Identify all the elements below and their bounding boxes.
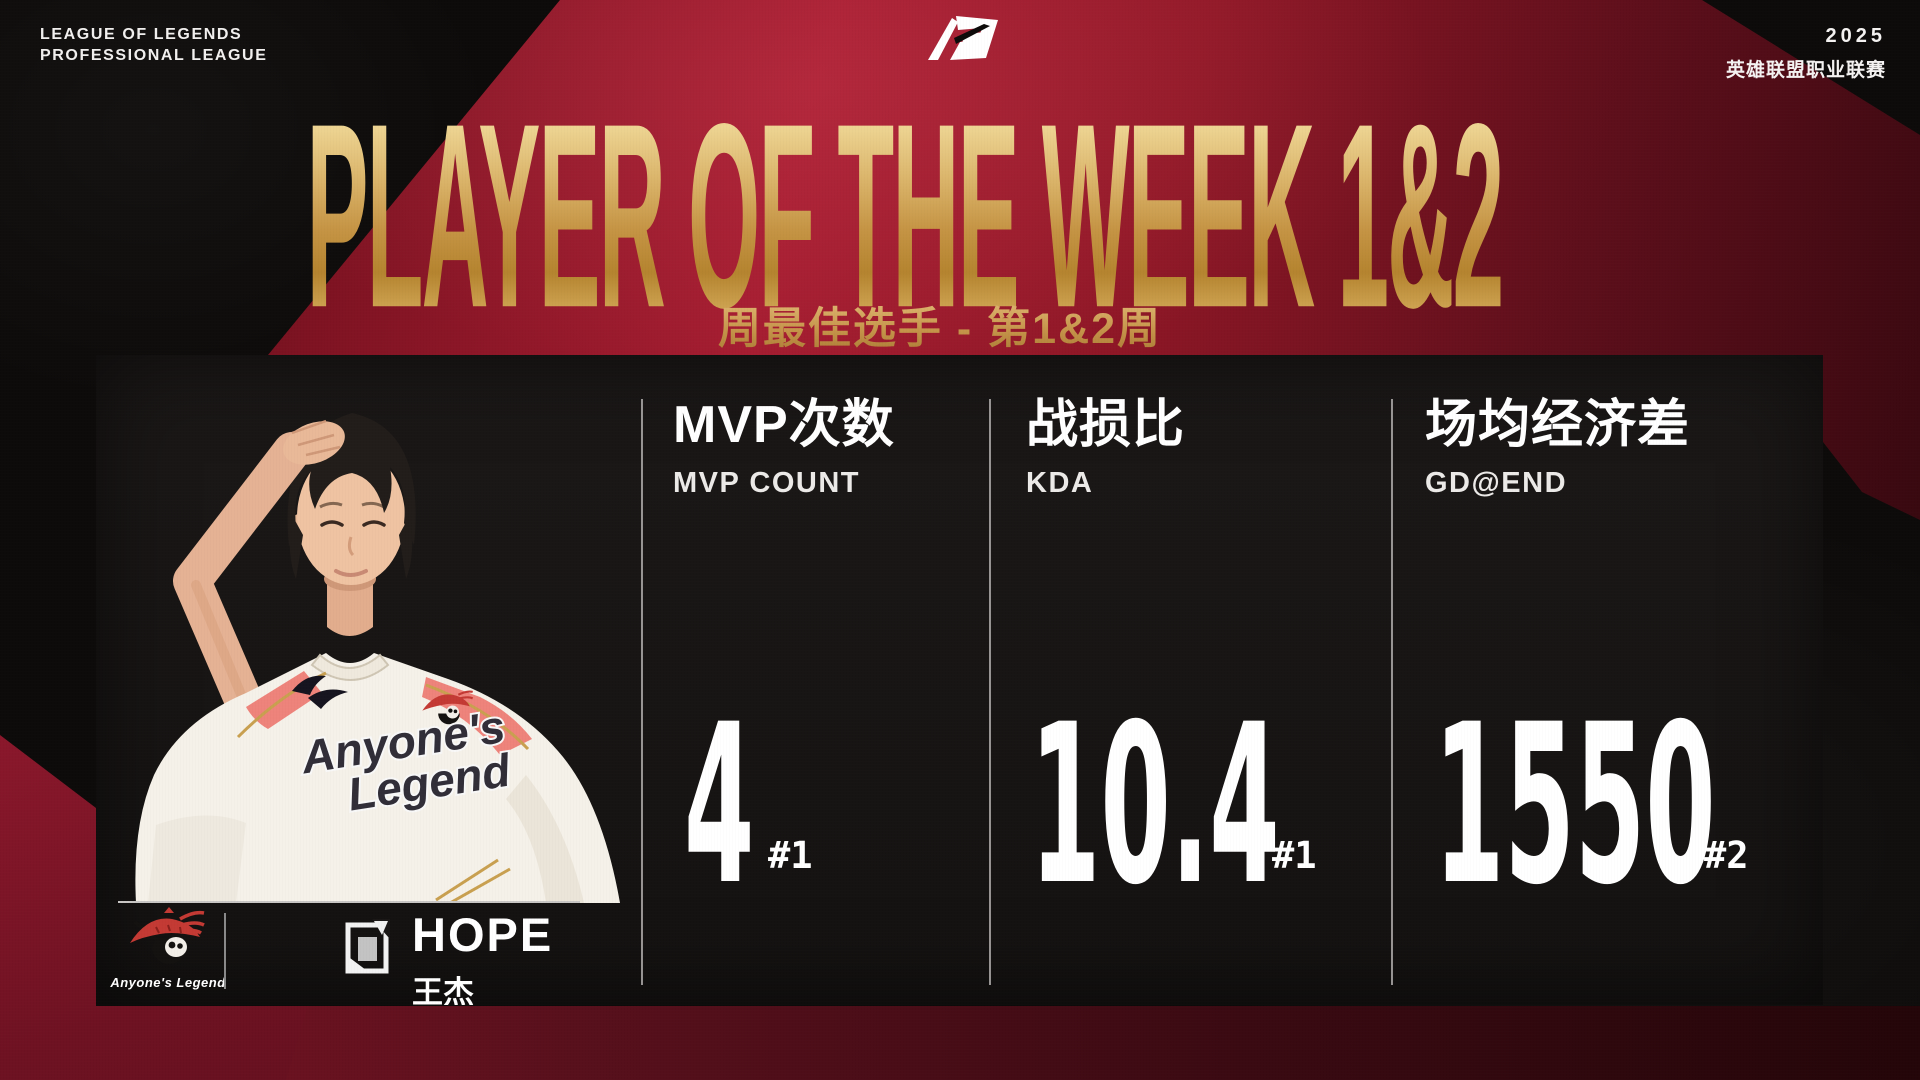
player-name-block: HOPE 王杰 <box>412 911 553 1005</box>
title-wrap: PLAYER OF THE WEEK 1&2 <box>0 84 1860 347</box>
stat-mvp-rank: #1 <box>768 834 813 877</box>
stat-mvp-header: MVP次数 MVP COUNT <box>673 396 895 500</box>
league-cn-label: 英雄联盟职业联赛 <box>1725 60 1886 81</box>
divider-1 <box>641 399 643 985</box>
stat-kda-header: 战损比 KDA <box>1026 396 1186 500</box>
stats-panel: Anyone's Legend MVP次数 MVP COUNT 4 #1 战损比… <box>96 355 1823 1005</box>
stat-mvp-label-cn: MVP次数 <box>673 396 895 454</box>
player-gamertag: HOPE <box>412 908 554 961</box>
stat-gd-rank: #2 <box>1704 834 1749 877</box>
league-right-block: 2025 英雄联盟职业联赛 <box>1726 25 1886 82</box>
league-wordmark: LEAGUE OF LEGENDS PROFESSIONAL LEAGUE <box>40 24 267 66</box>
divider-3 <box>1391 399 1393 985</box>
team-name-label: Anyone's Legend <box>110 975 226 990</box>
page-subtitle: 周最佳选手 - 第1&2周 <box>0 294 1900 356</box>
bottom-red-strip <box>0 1006 1920 1080</box>
divider-2 <box>989 399 991 985</box>
photo-separator <box>118 901 580 903</box>
stat-kda-value: 10.4 <box>1030 677 1280 934</box>
stat-mvp-value: 4 <box>684 677 755 934</box>
player-real-name: 王杰 <box>412 975 474 1005</box>
player-photo: Anyone's Legend <box>135 413 620 903</box>
stat-mvp-label-en: MVP COUNT <box>673 467 860 500</box>
stat-gd-value: 1550 <box>1434 677 1716 934</box>
team-logo-icon <box>130 907 205 964</box>
identity-divider <box>224 913 226 989</box>
page-title: PLAYER OF THE WEEK 1&2 <box>306 68 1504 363</box>
stat-gd-label-en: GD@END <box>1425 467 1568 500</box>
league-line2: PROFESSIONAL LEAGUE <box>40 47 268 64</box>
lpl-logo-icon <box>928 16 998 60</box>
stat-gd-label-cn: 场均经济差 <box>1425 396 1691 454</box>
year-label: 2025 <box>1825 25 1886 47</box>
bot-lane-role-icon <box>345 919 390 974</box>
stat-kda-rank: #1 <box>1272 834 1317 877</box>
league-line1: LEAGUE OF LEGENDS <box>40 26 243 43</box>
stat-kda-label-en: KDA <box>1026 467 1094 500</box>
stat-gd-header: 场均经济差 GD@END <box>1425 396 1691 500</box>
stat-kda-label-cn: 战损比 <box>1026 396 1186 454</box>
